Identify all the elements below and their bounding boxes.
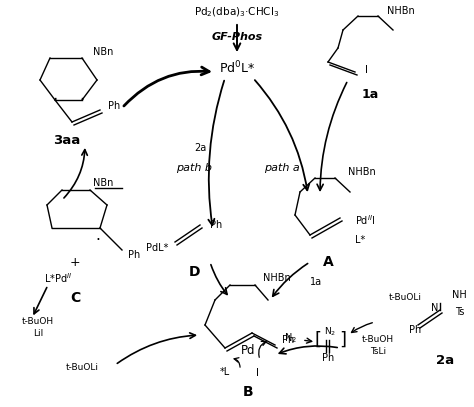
Text: C: C bbox=[70, 291, 80, 305]
Text: I: I bbox=[365, 65, 368, 75]
Text: Pd$_2$(dba)$_3$·CHCl$_3$: Pd$_2$(dba)$_3$·CHCl$_3$ bbox=[194, 5, 280, 19]
Text: 1a: 1a bbox=[310, 277, 322, 287]
Text: +: + bbox=[70, 256, 80, 269]
Text: ·: · bbox=[96, 232, 100, 247]
Text: Ts: Ts bbox=[455, 307, 465, 317]
Text: 1a: 1a bbox=[361, 88, 379, 101]
Text: *L: *L bbox=[220, 367, 230, 377]
Text: B: B bbox=[243, 385, 253, 399]
Text: N$_2$: N$_2$ bbox=[324, 326, 336, 338]
Text: N: N bbox=[430, 303, 438, 313]
Text: D: D bbox=[189, 265, 201, 279]
Text: Pd$^{II}$I: Pd$^{II}$I bbox=[355, 213, 375, 227]
Text: A: A bbox=[323, 255, 333, 269]
Text: [: [ bbox=[315, 331, 321, 349]
Text: NBn: NBn bbox=[93, 47, 113, 57]
Text: TsLi: TsLi bbox=[370, 348, 386, 357]
Text: I: I bbox=[256, 368, 259, 378]
Text: t-BuOH: t-BuOH bbox=[22, 317, 54, 326]
Text: path a: path a bbox=[264, 163, 300, 173]
Text: L*: L* bbox=[355, 235, 365, 245]
Text: ]: ] bbox=[339, 331, 346, 349]
Text: Pd$^0$L*: Pd$^0$L* bbox=[219, 60, 255, 76]
Text: Pd: Pd bbox=[241, 344, 255, 357]
Text: N$_2$: N$_2$ bbox=[283, 331, 296, 345]
Text: 3aa: 3aa bbox=[54, 133, 81, 147]
Text: Ph: Ph bbox=[282, 335, 294, 345]
Text: ·: · bbox=[52, 91, 58, 109]
Text: t-BuOLi: t-BuOLi bbox=[389, 293, 421, 302]
Text: LiI: LiI bbox=[33, 330, 43, 339]
Text: GF-Phos: GF-Phos bbox=[211, 32, 263, 42]
Text: NHBn: NHBn bbox=[387, 6, 415, 16]
Text: Ph: Ph bbox=[210, 220, 222, 230]
Text: NHBn: NHBn bbox=[263, 273, 291, 283]
Text: Ph: Ph bbox=[108, 101, 120, 111]
Text: t-BuOLi: t-BuOLi bbox=[65, 363, 99, 372]
Text: PdL*: PdL* bbox=[146, 243, 168, 253]
Text: Ph: Ph bbox=[409, 325, 421, 335]
Text: ·: · bbox=[79, 91, 85, 109]
Text: Ph: Ph bbox=[128, 250, 140, 260]
Text: 2a: 2a bbox=[436, 354, 454, 366]
Text: path b: path b bbox=[176, 163, 212, 173]
Text: NH: NH bbox=[452, 290, 467, 300]
Text: t-BuOH: t-BuOH bbox=[362, 335, 394, 344]
Text: Ph: Ph bbox=[322, 353, 334, 363]
Text: 2a: 2a bbox=[194, 143, 206, 153]
Text: NHBn: NHBn bbox=[348, 167, 376, 177]
Text: NBn: NBn bbox=[93, 178, 113, 188]
Text: L*Pd$^{II}$: L*Pd$^{II}$ bbox=[44, 271, 72, 285]
